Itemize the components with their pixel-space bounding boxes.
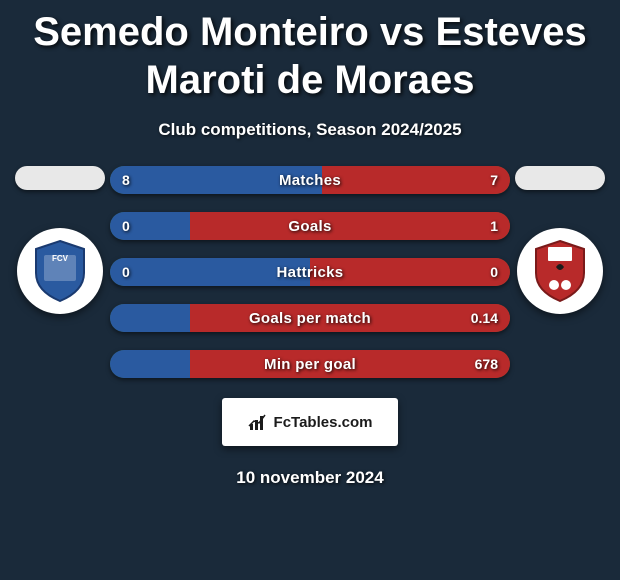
player-right-crest: [517, 228, 603, 314]
date-text: 10 november 2024: [0, 468, 620, 488]
shield-icon: FCV: [26, 237, 94, 305]
watermark-text: FcTables.com: [274, 414, 373, 431]
stat-fill-left: [110, 166, 322, 194]
stat-fill-right: [310, 258, 510, 286]
stat-fill-right: [322, 166, 510, 194]
watermark: FcTables.com: [222, 398, 398, 446]
shield-icon: [526, 237, 594, 305]
stat-fill-left: [110, 350, 190, 378]
player-left-column: FCV: [10, 166, 110, 314]
stats-bars: 87Matches 01Goals 00Hattricks 0.14Goals per…: [110, 166, 510, 378]
stat-bar: 0.14Goals per match: [110, 304, 510, 332]
comparison-panel: FCV 87Matches 01Goals 00Hattricks 0.14Goals…: [0, 166, 620, 378]
stat-bar: 01Goals: [110, 212, 510, 240]
stat-bar: 678Min per goal: [110, 350, 510, 378]
player-right-column: [510, 166, 610, 314]
svg-text:FCV: FCV: [52, 254, 69, 263]
stat-fill-right: [190, 350, 510, 378]
stat-fill-right: [190, 304, 510, 332]
player-left-name-pill: [15, 166, 105, 190]
stat-fill-right: [190, 212, 510, 240]
stat-bar: 87Matches: [110, 166, 510, 194]
stat-bar: 00Hattricks: [110, 258, 510, 286]
stat-fill-left: [110, 258, 310, 286]
stat-fill-left: [110, 212, 190, 240]
barchart-icon: [248, 412, 268, 432]
player-left-crest: FCV: [17, 228, 103, 314]
subtitle: Club competitions, Season 2024/2025: [0, 120, 620, 140]
stat-fill-left: [110, 304, 190, 332]
page-title: Semedo Monteiro vs Esteves Maroti de Mor…: [0, 0, 620, 104]
player-right-name-pill: [515, 166, 605, 190]
